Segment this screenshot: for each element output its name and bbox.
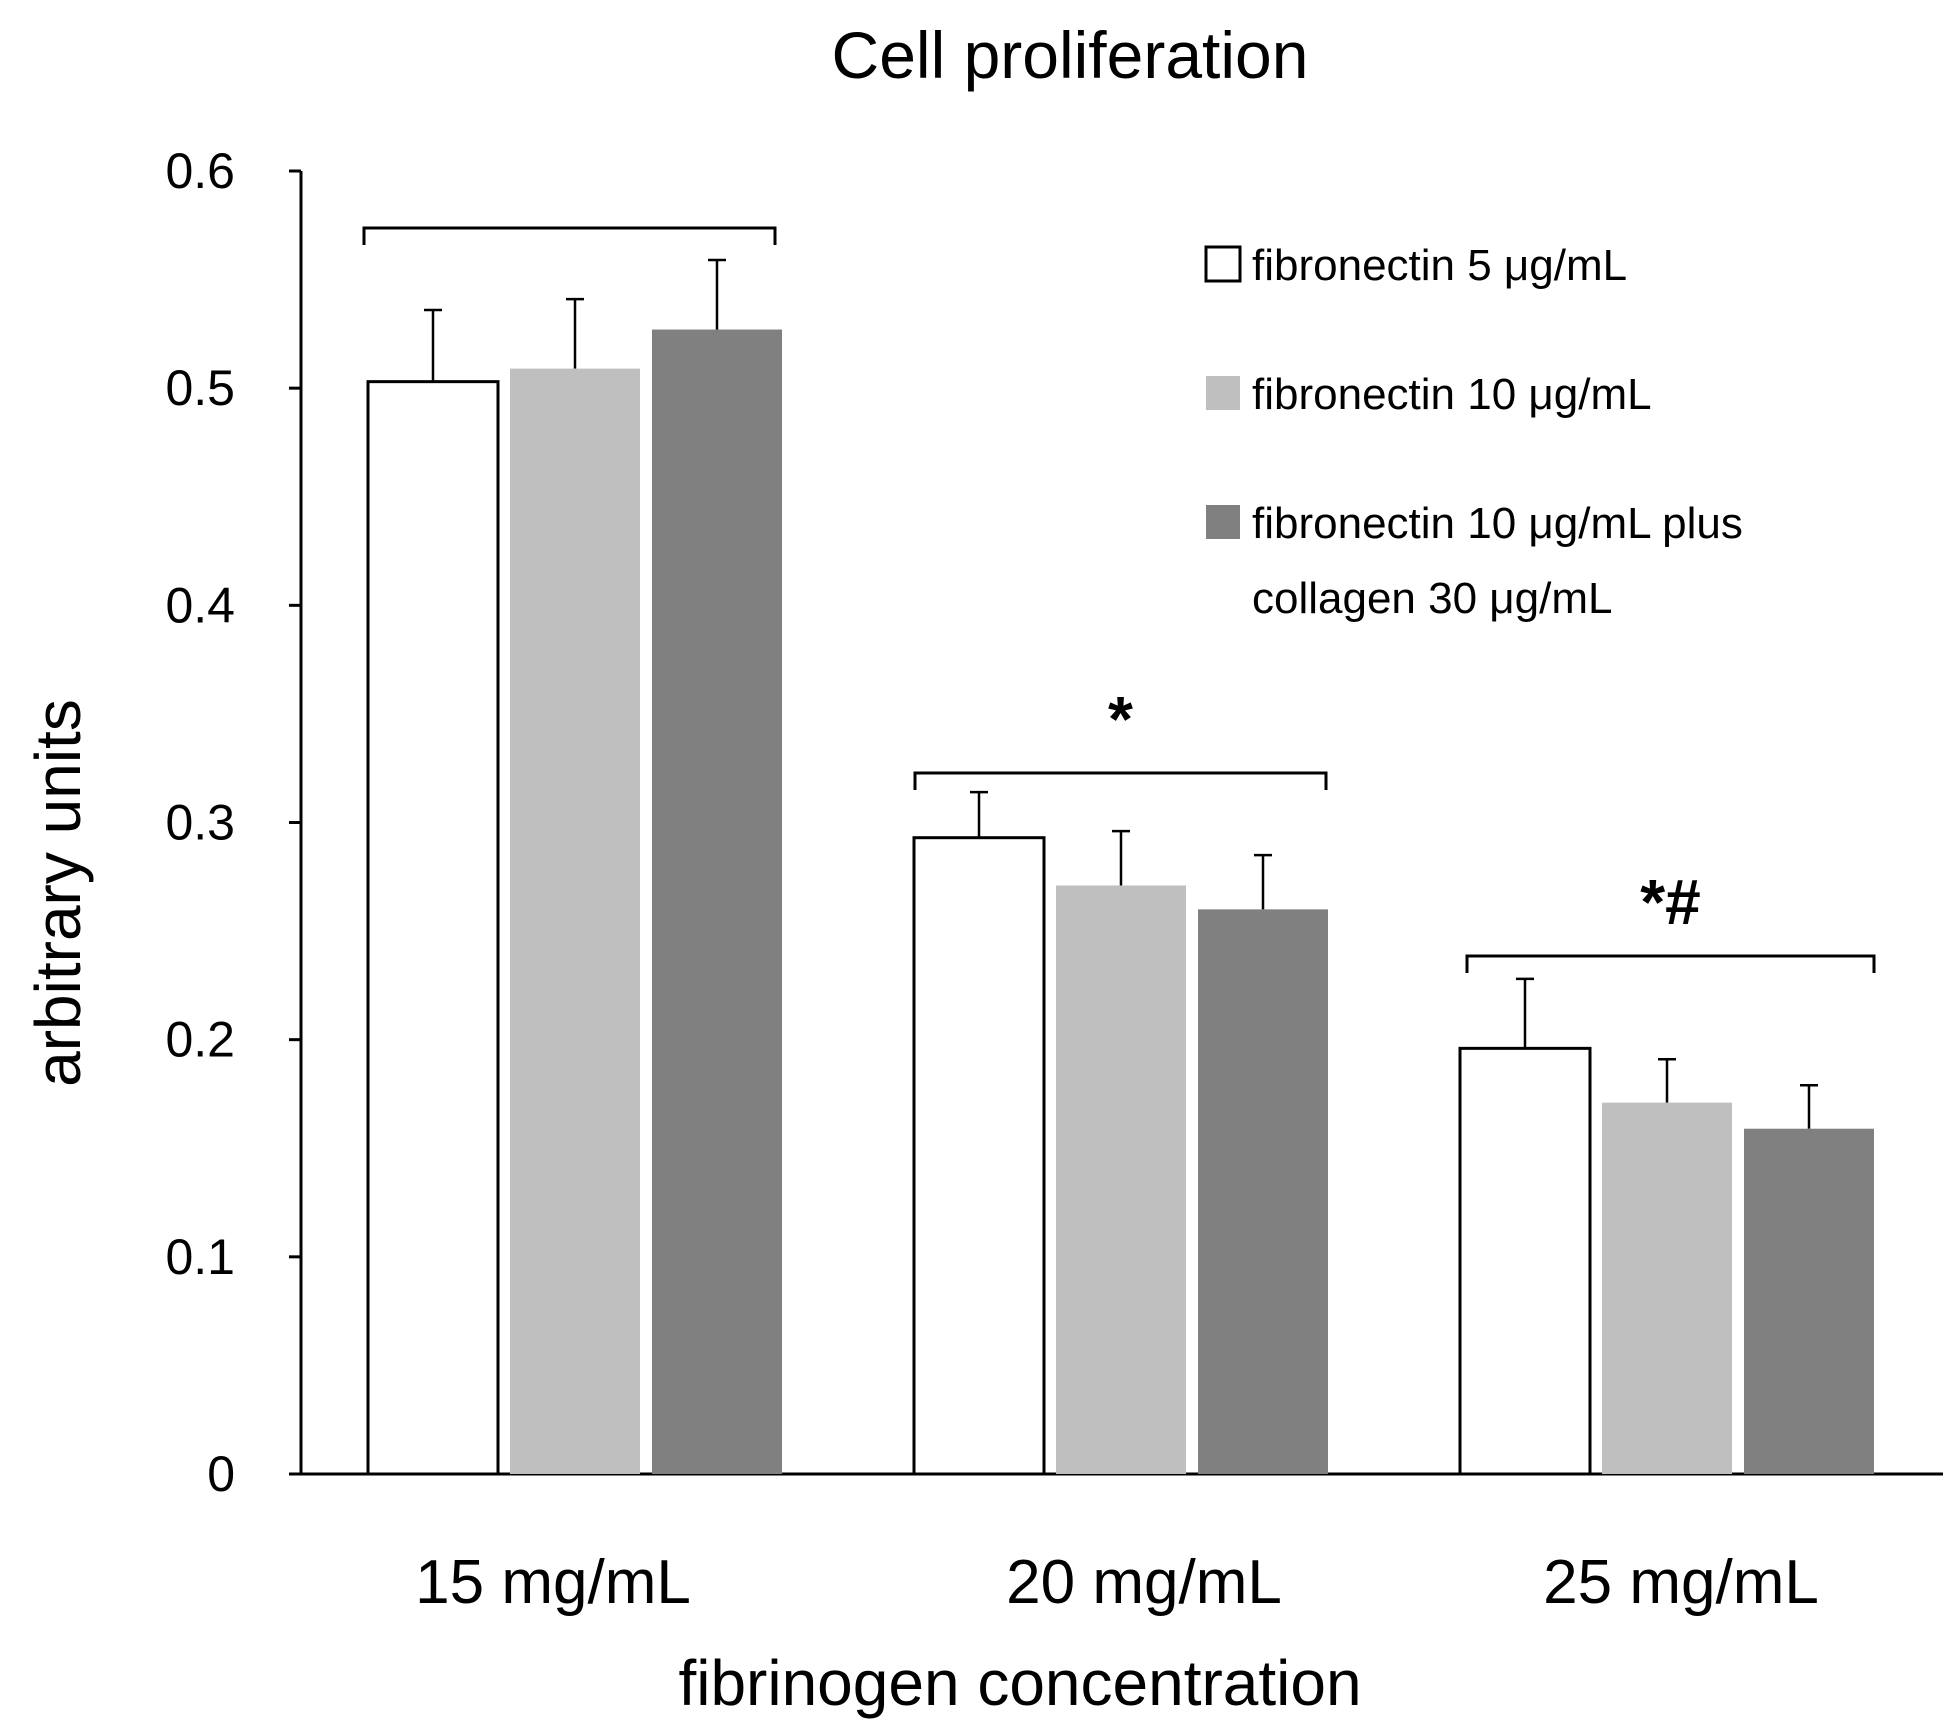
bar (366, 380, 500, 1476)
x-category-label: 15 mg/mL (415, 1548, 691, 1617)
bar (1458, 1046, 1592, 1476)
y-tick-label: 0.4 (165, 577, 235, 633)
bar (1056, 885, 1186, 1474)
bar (1602, 1102, 1732, 1474)
y-tick-label: 0.3 (165, 795, 235, 851)
legend-label: fibronectin 10 μg/mL (1252, 370, 1652, 419)
significance-label: *# (1640, 866, 1701, 938)
x-category-label: 25 mg/mL (1543, 1548, 1819, 1617)
plot-area: 0 0.1 0.2 0.3 0.4 0.5 0.6 15 mg/mL 20 mg/mL 25 mg… (165, 143, 1943, 1617)
legend-swatch (1206, 505, 1240, 539)
bar (912, 836, 1046, 1476)
x-axis-label: fibrinogen concentration (678, 1647, 1361, 1719)
legend-swatch (1204, 245, 1242, 283)
bar (652, 329, 782, 1474)
bar (1198, 909, 1328, 1474)
legend-label: fibronectin 5 μg/mL (1252, 241, 1627, 290)
legend: fibronectin 5 μg/mL fibronectin 10 μg/mL f… (1204, 241, 1743, 623)
significance-bracket (1465, 954, 1876, 973)
legend-swatch (1206, 376, 1240, 410)
y-tick-label: 0.2 (165, 1012, 235, 1068)
y-tick-label: 0.5 (165, 360, 235, 416)
bar (510, 368, 640, 1474)
legend-label: fibronectin 10 μg/mL plus (1252, 499, 1743, 548)
y-tick-label: 0.6 (165, 143, 235, 199)
y-tick-label: 0 (207, 1446, 235, 1502)
significance-bracket (362, 226, 777, 245)
significance-bracket (913, 771, 1328, 790)
y-axis-label: arbitrary units (22, 699, 94, 1087)
significance-label: * (1108, 683, 1133, 755)
legend-label: collagen 30 μg/mL (1252, 574, 1612, 623)
x-category-label: 20 mg/mL (1006, 1548, 1282, 1617)
y-tick-label: 0.1 (165, 1229, 235, 1285)
bar (1744, 1128, 1874, 1474)
chart-title: Cell proliferation (832, 18, 1309, 92)
